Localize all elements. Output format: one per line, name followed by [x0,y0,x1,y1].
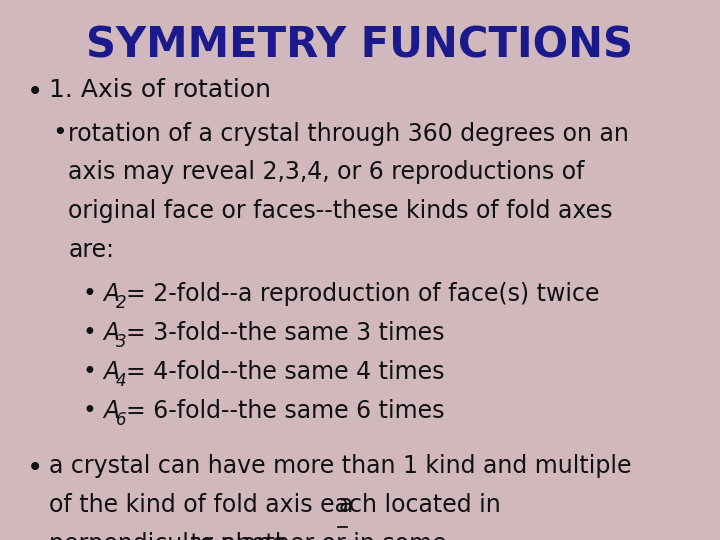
Text: rotation of a crystal through 360 degrees on an: rotation of a crystal through 360 degree… [68,122,629,145]
Text: of the kind of fold axis each located in: of the kind of fold axis each located in [49,493,508,517]
Text: 3: 3 [116,333,127,351]
Text: •: • [27,78,44,106]
Text: •: • [52,122,66,145]
Text: 4: 4 [116,372,127,390]
Text: 2: 2 [116,294,127,312]
Text: original face or faces--these kinds of fold axes: original face or faces--these kinds of f… [68,199,613,223]
Text: A: A [103,360,119,384]
Text: A: A [103,399,119,423]
Text: a crystal can have more than 1 kind and multiple: a crystal can have more than 1 kind and … [49,454,631,478]
Text: •: • [83,399,96,423]
Text: are:: are: [68,238,114,262]
Text: = 6-fold--the same 6 times: = 6-fold--the same 6 times [126,399,444,423]
Text: •: • [27,454,44,482]
Text: to another or in some: to another or in some [183,532,446,540]
Text: a: a [338,493,353,517]
Text: 1. Axis of rotation: 1. Axis of rotation [49,78,271,102]
Text: perpendicular plane: perpendicular plane [49,532,286,540]
Text: 6: 6 [116,411,127,429]
Text: A: A [103,321,119,345]
Text: axis may reveal 2,3,4, or 6 reproductions of: axis may reveal 2,3,4, or 6 reproduction… [68,160,585,184]
Text: SYMMETRY FUNCTIONS: SYMMETRY FUNCTIONS [86,24,634,66]
Text: •: • [83,321,96,345]
Text: = 4-fold--the same 4 times: = 4-fold--the same 4 times [126,360,444,384]
Text: •: • [83,282,96,306]
Text: = 2-fold--a reproduction of face(s) twice: = 2-fold--a reproduction of face(s) twic… [126,282,600,306]
Text: = 3-fold--the same 3 times: = 3-fold--the same 3 times [126,321,444,345]
Text: •: • [83,360,96,384]
Text: A: A [103,282,119,306]
